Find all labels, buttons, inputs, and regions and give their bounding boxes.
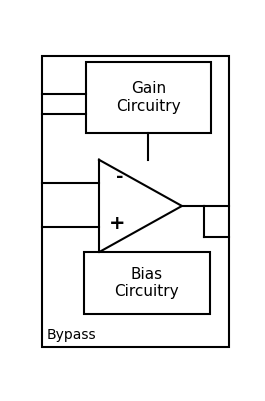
Text: Bias
Circuitry: Bias Circuitry xyxy=(114,267,179,299)
Bar xyxy=(83,252,210,314)
Bar xyxy=(86,62,211,133)
Text: +: + xyxy=(109,214,125,233)
Text: Gain
Circuitry: Gain Circuitry xyxy=(116,81,181,113)
Text: Bypass: Bypass xyxy=(47,328,97,342)
Text: -: - xyxy=(116,168,124,186)
